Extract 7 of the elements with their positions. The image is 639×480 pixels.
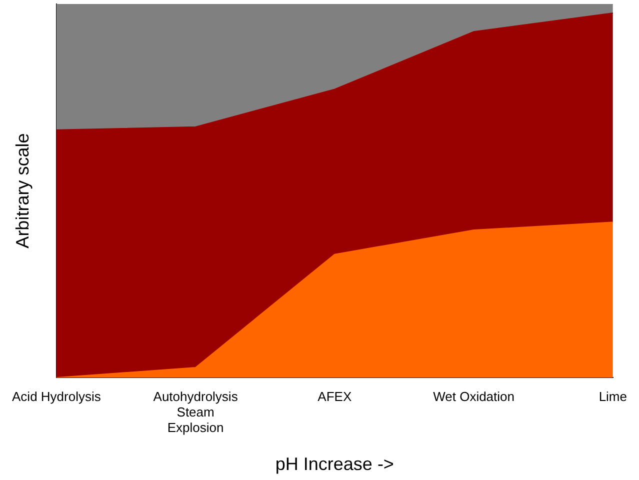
x-tick-label: AFEX bbox=[318, 388, 352, 404]
x-tick-label: Acid Hydrolysis bbox=[12, 388, 102, 404]
x-tick-label: Lime bbox=[598, 388, 628, 404]
y-axis-title: Arbitrary scale bbox=[12, 133, 33, 248]
x-tick-label: Wet Oxidation bbox=[433, 388, 514, 404]
x-tick-label: Autohydrolysis Steam Explosion bbox=[153, 388, 238, 436]
x-axis-title: pH Increase -> bbox=[275, 454, 394, 474]
